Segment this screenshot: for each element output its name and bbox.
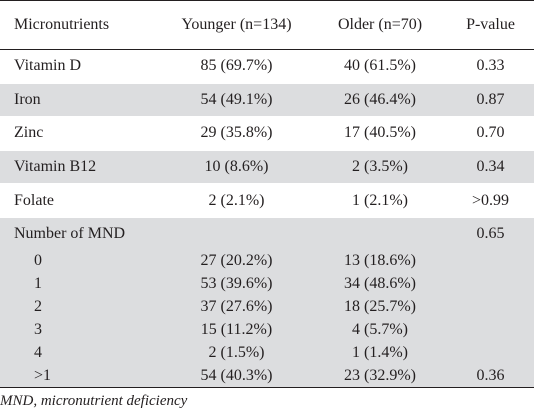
table-row-mnd-1: 1 53 (39.6%) 34 (48.6%) bbox=[0, 272, 534, 296]
row-label: 0 bbox=[0, 249, 160, 273]
p-value bbox=[447, 249, 534, 273]
table-row-mnd-4: 4 2 (1.5%) 1 (1.4%) bbox=[0, 341, 534, 365]
row-label: Vitamin D bbox=[14, 57, 82, 75]
p-value: 0.36 bbox=[447, 364, 534, 388]
table-row-folate: Folate 2 (2.1%) 1 (2.1%) >0.99 bbox=[0, 184, 534, 218]
older-value: 18 (25.7%) bbox=[313, 295, 447, 319]
table-footnote: MND, micronutrient deficiency bbox=[0, 393, 188, 409]
p-value bbox=[447, 318, 534, 342]
p-value: 0.34 bbox=[447, 150, 534, 184]
younger-value: 2 (1.5%) bbox=[160, 341, 313, 365]
table-row-zinc: Zinc 29 (35.8%) 17 (40.5%) 0.70 bbox=[0, 117, 534, 151]
micronutrient-table-container: Micronutrients Younger (n=134) Older (n=… bbox=[0, 0, 534, 388]
older-value: 4 (5.7%) bbox=[313, 318, 447, 342]
younger-value bbox=[160, 217, 313, 250]
younger-value: 53 (39.6%) bbox=[160, 272, 313, 296]
p-value bbox=[447, 272, 534, 296]
row-label: Number of MND bbox=[0, 217, 160, 250]
p-value: >0.99 bbox=[471, 191, 510, 209]
older-value: 1 (1.4%) bbox=[313, 341, 447, 365]
older-value: 26 (46.4%) bbox=[313, 83, 447, 117]
row-label: >1 bbox=[0, 364, 160, 388]
older-value: 23 (32.9%) bbox=[313, 364, 447, 388]
header-older: Older (n=70) bbox=[337, 16, 423, 33]
header-micronutrients: Micronutrients bbox=[14, 16, 110, 33]
row-label: Iron bbox=[0, 83, 160, 117]
row-label: 1 bbox=[0, 272, 160, 296]
header-younger: Younger (n=134) bbox=[181, 16, 292, 33]
p-value bbox=[447, 295, 534, 319]
row-label: Folate bbox=[14, 191, 54, 209]
table-header-row: Micronutrients Younger (n=134) Older (n=… bbox=[0, 0, 534, 50]
older-value: 1 (2.1%) bbox=[352, 191, 408, 209]
table-row-vitamin-d: Vitamin D 85 (69.7%) 40 (61.5%) 0.33 bbox=[0, 50, 534, 84]
younger-value: 29 (35.8%) bbox=[200, 124, 273, 142]
younger-value: 37 (27.6%) bbox=[160, 295, 313, 319]
p-value: 0.70 bbox=[476, 124, 505, 142]
table-row-mnd-2: 2 37 (27.6%) 18 (25.7%) bbox=[0, 295, 534, 319]
table-row-iron: Iron 54 (49.1%) 26 (46.4%) 0.87 bbox=[0, 83, 534, 117]
p-value bbox=[447, 341, 534, 365]
p-value: 0.65 bbox=[447, 217, 534, 250]
row-label: Vitamin B12 bbox=[0, 150, 160, 184]
older-value: 2 (3.5%) bbox=[313, 150, 447, 184]
younger-value: 2 (2.1%) bbox=[208, 191, 265, 209]
younger-value: 10 (8.6%) bbox=[160, 150, 313, 184]
micronutrient-deficiency-table: Micronutrients Younger (n=134) Older (n=… bbox=[0, 0, 534, 388]
row-label: 4 bbox=[0, 341, 160, 365]
younger-value: 27 (20.2%) bbox=[160, 249, 313, 273]
table-row-mnd-gt1: >1 54 (40.3%) 23 (32.9%) 0.36 bbox=[0, 364, 534, 388]
header-p-value: P-value bbox=[466, 16, 515, 33]
older-value: 17 (40.5%) bbox=[344, 124, 416, 142]
table-row-mnd-0: 0 27 (20.2%) 13 (18.6%) bbox=[0, 249, 534, 273]
table-row-mnd-3: 3 15 (11.2%) 4 (5.7%) bbox=[0, 318, 534, 342]
p-value: 0.33 bbox=[476, 57, 505, 75]
younger-value: 54 (40.3%) bbox=[160, 364, 313, 388]
row-label: 2 bbox=[0, 295, 160, 319]
table-row-vitamin-b12: Vitamin B12 10 (8.6%) 2 (3.5%) 0.34 bbox=[0, 150, 534, 184]
p-value: 0.87 bbox=[447, 83, 534, 117]
younger-value: 85 (69.7%) bbox=[200, 57, 273, 75]
younger-value: 54 (49.1%) bbox=[160, 83, 313, 117]
younger-value: 15 (11.2%) bbox=[160, 318, 313, 342]
table-row-number-of-mnd: Number of MND 0.65 bbox=[0, 217, 534, 250]
row-label: 3 bbox=[0, 318, 160, 342]
older-value: 40 (61.5%) bbox=[344, 57, 416, 75]
older-value bbox=[313, 217, 447, 250]
older-value: 34 (48.6%) bbox=[313, 272, 447, 296]
row-label: Zinc bbox=[14, 124, 44, 142]
older-value: 13 (18.6%) bbox=[313, 249, 447, 273]
